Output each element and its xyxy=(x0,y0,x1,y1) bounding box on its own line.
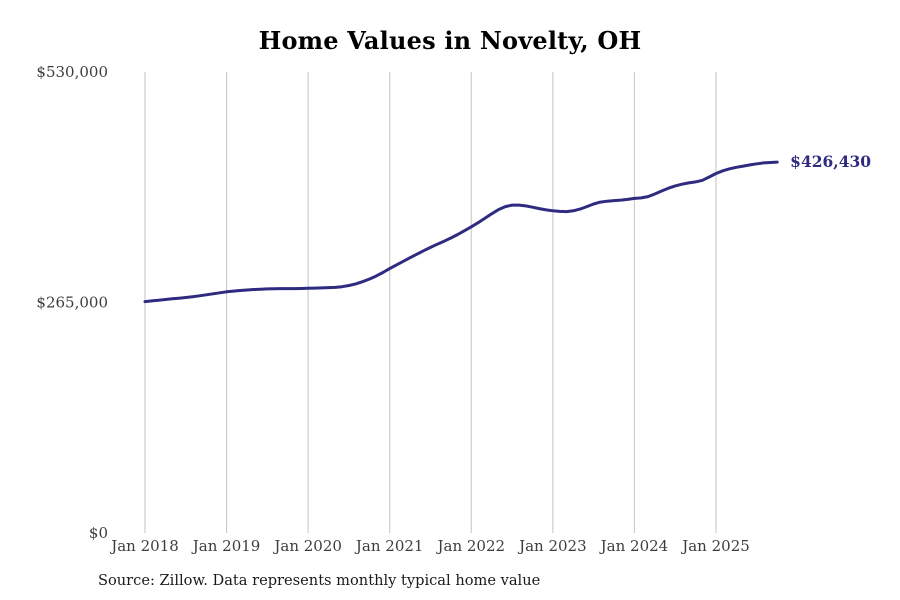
home-value-line xyxy=(143,160,779,304)
x-tick-label: Jan 2022 xyxy=(436,537,506,555)
x-tick-label: Jan 2023 xyxy=(517,537,587,555)
y-tick-label: $0 xyxy=(89,524,108,542)
x-tick-label: Jan 2024 xyxy=(599,537,669,555)
chart-title: Home Values in Novelty, OH xyxy=(258,26,642,55)
x-tick-label: Jan 2018 xyxy=(109,537,179,555)
y-tick-label: $530,000 xyxy=(36,63,108,81)
y-tick-label: $265,000 xyxy=(36,294,108,312)
x-tick-label: Jan 2021 xyxy=(354,537,424,555)
x-tick-label: Jan 2019 xyxy=(191,537,261,555)
x-tick-label: Jan 2020 xyxy=(272,537,342,555)
x-tick-label: Jan 2025 xyxy=(680,537,750,555)
latest-value-label: $426,430 xyxy=(790,152,871,171)
source-note: Source: Zillow. Data represents monthly … xyxy=(98,572,541,589)
